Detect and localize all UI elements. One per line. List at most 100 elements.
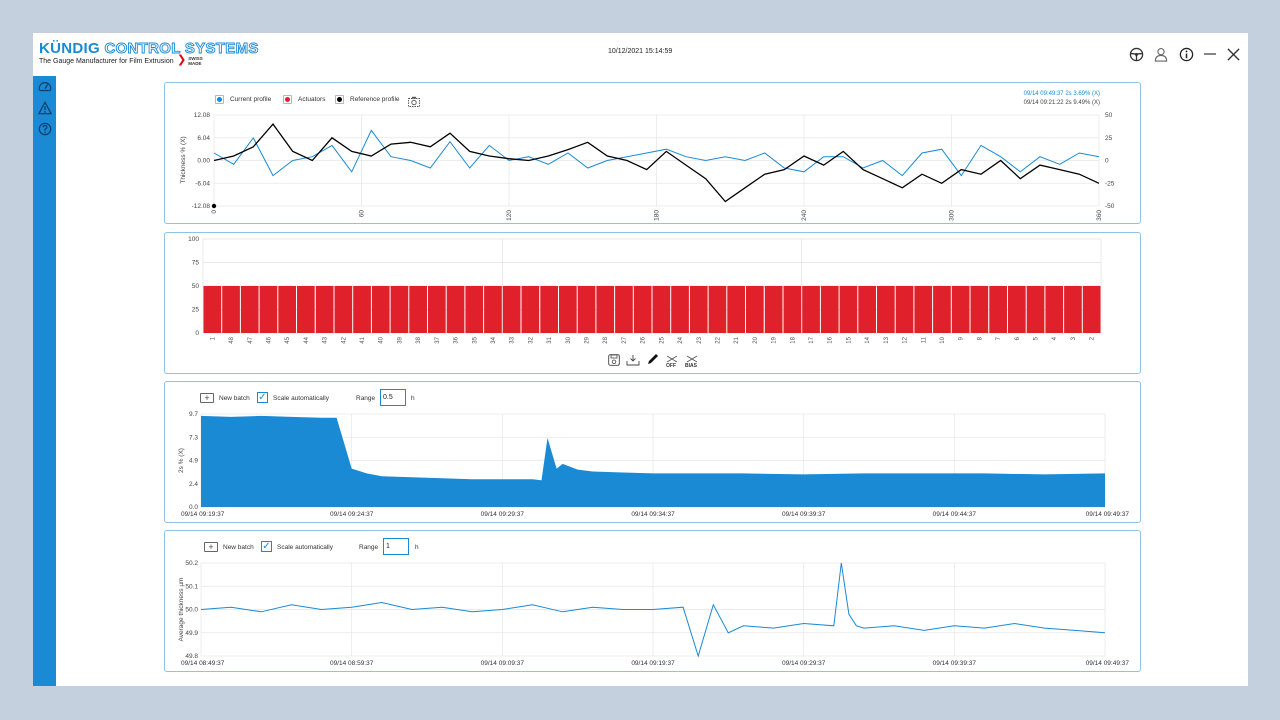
x-tick-label: 09/14 09:19:37 <box>631 660 675 667</box>
new-batch-label[interactable]: New batch <box>223 544 254 551</box>
y-tick-label: 6.04 <box>197 135 210 142</box>
scale-auto-checkbox[interactable]: ✓ <box>261 540 272 552</box>
x-tick-label: 300 <box>949 210 956 221</box>
actuator-label: 29 <box>585 336 591 343</box>
current-profile-stat: 09/14 09:49:37 2s 3.69% (X) <box>1023 91 1100 97</box>
legend-current-marker[interactable] <box>215 95 224 104</box>
actuator-bar <box>1082 286 1101 333</box>
y-tick-label: 12.08 <box>194 112 211 119</box>
legend-reference-marker[interactable] <box>335 95 344 104</box>
actuator-bar <box>933 286 951 333</box>
actuator-bar <box>353 286 371 333</box>
y-tick-label: 0.00 <box>197 158 210 165</box>
actuator-label: 28 <box>603 336 609 343</box>
x-tick-label: 09/14 09:39:37 <box>933 660 977 667</box>
gauge-icon[interactable] <box>36 78 53 95</box>
actuator-label: 7 <box>996 336 1002 340</box>
scale-auto-checkbox[interactable]: ✓ <box>257 391 268 403</box>
new-batch-icon[interactable]: + <box>204 542 218 552</box>
actuator-bar <box>559 286 577 333</box>
range-input[interactable] <box>380 389 406 406</box>
actuator-label: 24 <box>678 336 684 343</box>
y2-tick-label: 25 <box>1105 135 1113 142</box>
steering-wheel-icon[interactable] <box>1126 44 1146 64</box>
actuator-bar <box>596 286 615 333</box>
range-input[interactable] <box>383 538 409 555</box>
legend-reference-label: Reference profile <box>350 96 400 103</box>
actuator-label: 33 <box>510 336 516 343</box>
y-tick-label: 100 <box>188 236 199 243</box>
camera-icon[interactable] <box>408 94 420 107</box>
actuator-label: 10 <box>940 336 946 343</box>
user-icon[interactable] <box>1151 44 1171 64</box>
brand-tagline: The Gauge Manufacturer for Film Extrusio… <box>39 58 174 65</box>
x-tick-label: 240 <box>801 210 808 221</box>
actuator-label: 16 <box>828 336 834 343</box>
actuator-label: 26 <box>641 336 647 343</box>
actuator-label: 43 <box>323 336 329 343</box>
actuator-bar <box>970 286 989 333</box>
actuator-label: 12 <box>903 336 909 343</box>
y-tick-label: 9.7 <box>189 411 198 418</box>
y-tick-label: 50.2 <box>185 560 198 567</box>
legend-actuators-marker[interactable] <box>283 95 292 104</box>
edit-icon[interactable] <box>646 353 659 371</box>
y-axis-label: Thickness % (X) <box>180 136 187 183</box>
info-icon[interactable] <box>1176 44 1196 64</box>
actuator-label: 13 <box>884 336 890 343</box>
actuator-label: 34 <box>491 336 497 343</box>
scale-auto-label: Scale automatically <box>277 544 333 551</box>
x-tick-label: 180 <box>654 210 661 221</box>
actuator-bar <box>240 286 259 333</box>
actuator-label: 14 <box>865 336 871 343</box>
save-icon[interactable] <box>608 353 620 371</box>
y-tick-label: -12.08 <box>192 203 211 210</box>
download-icon[interactable] <box>626 353 640 371</box>
x-tick-label: 09/14 09:29:37 <box>782 660 826 667</box>
legend-current-label: Current profile <box>230 96 272 103</box>
actuator-bar <box>502 286 521 333</box>
x-tick-label: 09/14 08:49:37 <box>181 660 225 667</box>
actuator-bar <box>334 286 353 333</box>
off-icon[interactable]: OFF <box>665 355 679 369</box>
actuator-label: 42 <box>341 336 347 343</box>
datetime-display: 10/12/2021 15:14:59 <box>608 48 673 55</box>
x-tick-label: 360 <box>1096 210 1103 221</box>
actuator-label: 46 <box>267 336 273 343</box>
x-tick-label: 09/14 09:39:37 <box>782 511 826 518</box>
actuator-label: 6 <box>1015 336 1021 340</box>
actuator-label: 9 <box>959 336 965 340</box>
help-icon[interactable] <box>36 120 53 137</box>
range-label: Range <box>359 544 379 551</box>
actuator-label: 25 <box>659 336 665 343</box>
actuator-bar <box>1026 286 1045 333</box>
actuator-bar <box>521 286 540 333</box>
x-tick-label: 09/14 09:09:37 <box>481 660 525 667</box>
actuator-label: 45 <box>285 336 291 343</box>
new-batch-label[interactable]: New batch <box>219 395 250 402</box>
actuator-label: 38 <box>416 336 422 343</box>
warning-icon[interactable] <box>36 99 53 116</box>
actuator-bar <box>989 286 1007 333</box>
actuator-panel: 100 75 50 25 0 1 48 47 46 45 44 43 42 41 40 39 38 37 36 35 3… <box>164 232 1141 374</box>
actuator-label: 41 <box>360 336 366 343</box>
new-batch-icon[interactable]: + <box>200 393 214 403</box>
actuator-bar <box>409 286 427 333</box>
actuator-bar <box>446 286 465 333</box>
y-tick-label: 0.0 <box>189 504 198 511</box>
x-tick-label: 60 <box>359 210 366 218</box>
actuator-bar <box>708 286 727 333</box>
actuator-label: 27 <box>622 336 628 343</box>
minimize-icon[interactable] <box>1200 44 1220 64</box>
actuator-bar <box>297 286 315 333</box>
reference-profile-line <box>213 123 1100 203</box>
actuator-label: 17 <box>809 336 815 343</box>
bias-icon[interactable]: BIAS <box>685 355 699 369</box>
x-tick-label: 09/14 09:49:37 <box>1086 511 1130 518</box>
close-icon[interactable] <box>1223 44 1243 64</box>
swiss-made-badge: ❯ SWISS MADE <box>177 54 203 66</box>
actuator-bar <box>465 286 484 333</box>
range-label: Range <box>356 395 376 402</box>
brand-logo: KÜNDIG CONTROL SYSTEMS <box>39 40 259 58</box>
